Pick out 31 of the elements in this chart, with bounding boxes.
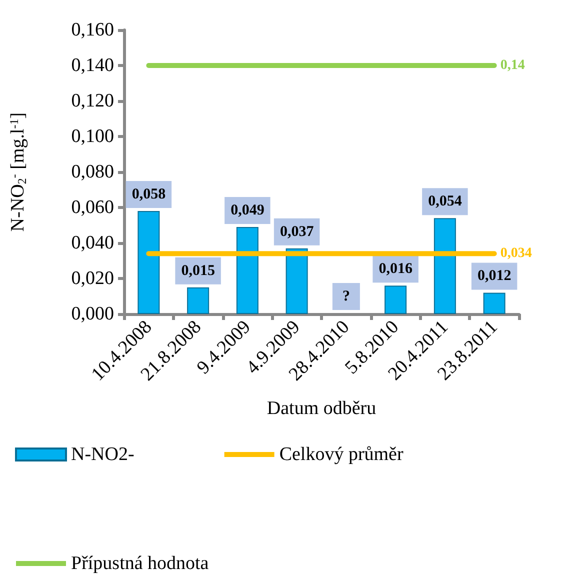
bar (138, 211, 160, 314)
bar (286, 248, 308, 314)
data-label: 0,14 (500, 58, 525, 73)
data-label: 0,015 (181, 262, 215, 279)
y-tick-label: 0,120 (71, 90, 114, 112)
y-tick-label: 0,020 (71, 268, 114, 289)
data-label: 0,034 (500, 246, 532, 262)
text: ? (342, 288, 350, 304)
data-label: 0,037 (280, 224, 314, 240)
y-tick-label: 0,160 (71, 20, 114, 40)
bar (483, 292, 506, 314)
y-tick-label: 0,080 (71, 162, 114, 182)
data-label: 0,012 (477, 268, 512, 284)
bar (384, 286, 407, 314)
y-tick-label: 0,000 (71, 304, 114, 324)
data-label: 0,054 (428, 194, 462, 210)
y-tick-label: 0,060 (71, 197, 114, 218)
legend-label: Přípustná hodnota (71, 553, 210, 574)
bar (187, 287, 210, 314)
y-tick-label: 0,100 (71, 126, 114, 147)
bar (434, 218, 456, 314)
y-tick-label: 0,040 (71, 232, 114, 254)
bar (236, 227, 258, 314)
y-axis-title: N-NO2- [mg.l-1] (7, 112, 29, 232)
data-label: 0,049 (230, 202, 264, 219)
data-label: 0,016 (378, 261, 413, 278)
data-label: 0,058 (132, 186, 166, 203)
x-axis-title: Datum odběru (266, 398, 377, 419)
legend-label: N-NO2- (71, 444, 134, 465)
y-tick-label: 0,140 (71, 55, 114, 76)
legend-label: Celkový průměr (279, 444, 404, 465)
